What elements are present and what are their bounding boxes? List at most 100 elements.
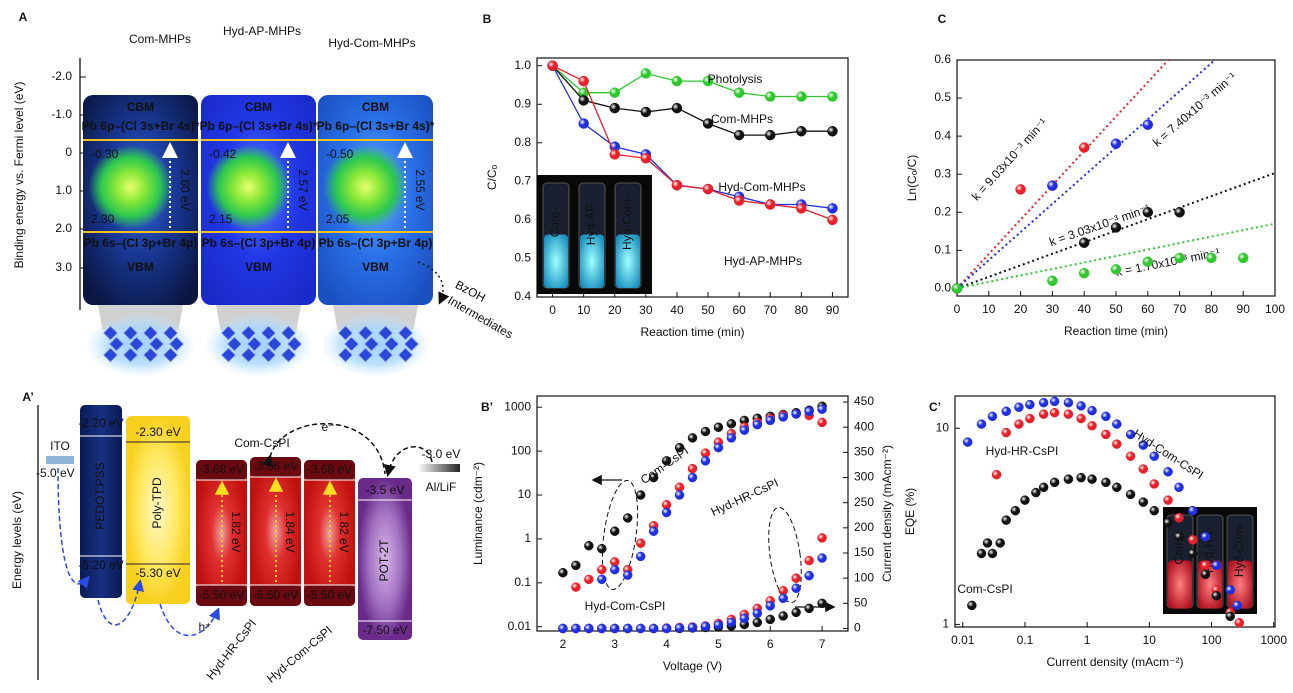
data-point xyxy=(1163,467,1173,477)
x-tick-label: 40 xyxy=(1078,302,1092,316)
data-point xyxy=(765,614,775,625)
data-point xyxy=(584,574,594,585)
data-point xyxy=(733,87,745,98)
data-point xyxy=(778,412,788,422)
panel-label: A xyxy=(19,10,28,24)
data-point xyxy=(726,617,737,628)
y-tick-label: -1.0 xyxy=(51,107,72,121)
data-point xyxy=(739,613,750,624)
layer-box xyxy=(304,460,355,606)
fit-label: k = 3.03x10⁻³ min⁻¹ xyxy=(1047,201,1152,249)
layer-band xyxy=(196,460,247,480)
data-point xyxy=(1101,429,1111,440)
y-tick-label: 0.8 xyxy=(514,135,531,149)
data-point xyxy=(1087,474,1097,484)
data-point xyxy=(687,463,698,474)
data-point xyxy=(661,456,672,466)
y-tick-label: 3.0 xyxy=(55,260,72,274)
x-tick-label: 30 xyxy=(639,303,653,317)
data-point xyxy=(687,472,698,483)
crystal-octahedron xyxy=(226,336,243,352)
crystal-octahedron xyxy=(240,347,257,363)
data-point xyxy=(1025,399,1035,410)
data-point xyxy=(610,623,620,634)
y-tick-label: 0.4 xyxy=(514,289,531,303)
x-tick-label: 50 xyxy=(1109,302,1123,316)
fit-line xyxy=(956,222,1276,290)
layer-name: Poly-TPD xyxy=(150,477,164,529)
x-tick-label: 2 xyxy=(560,637,567,651)
gap-value: 1.82 eV xyxy=(337,511,351,552)
x-axis-title: Voltage (V) xyxy=(663,659,722,673)
x-tick-label: 10 xyxy=(982,302,996,316)
data-point xyxy=(700,621,711,632)
data-point xyxy=(1188,535,1198,545)
data-point xyxy=(713,620,724,630)
data-point xyxy=(640,68,652,79)
level-label: -2.20 eV xyxy=(78,416,123,430)
data-point xyxy=(571,560,581,571)
crystal-octahedron xyxy=(403,336,420,352)
data-point xyxy=(635,490,646,500)
data-point xyxy=(995,538,1005,548)
panel-label: B xyxy=(483,12,492,26)
data-point xyxy=(1025,413,1035,424)
y-tick-label: 1.0 xyxy=(514,58,531,72)
data-point xyxy=(578,75,589,87)
x-tick-label: 40 xyxy=(670,303,684,317)
data-point xyxy=(817,598,827,609)
data-point xyxy=(1063,409,1074,419)
y-tick-label: 10 xyxy=(936,420,950,434)
data-point xyxy=(610,564,620,575)
x-tick-label: 70 xyxy=(764,303,778,317)
x-tick-label: 1000 xyxy=(1260,633,1287,647)
data-point xyxy=(778,611,788,621)
x-tick-label: 20 xyxy=(1014,302,1028,316)
emission-glow xyxy=(323,145,408,229)
y-tick-label: 1000 xyxy=(504,399,531,413)
data-point xyxy=(622,513,633,523)
data-point xyxy=(987,411,998,422)
crystal-octahedron xyxy=(337,347,354,363)
x-tick-label: 0 xyxy=(549,303,556,317)
data-point xyxy=(1125,429,1136,440)
crystal-octahedron xyxy=(383,336,400,352)
y-axis-title: C/Cₒ xyxy=(485,164,499,190)
panel-label: C’ xyxy=(929,400,941,414)
data-point xyxy=(1031,487,1041,498)
plot-frame xyxy=(954,395,1276,628)
data-point xyxy=(1049,396,1060,407)
data-point xyxy=(597,623,607,634)
layer-box xyxy=(358,478,412,640)
data-point xyxy=(597,543,607,554)
data-point xyxy=(827,214,838,226)
data-point xyxy=(1142,256,1154,267)
data-point xyxy=(752,419,763,430)
emitter-label: Com-CsPI xyxy=(234,436,289,450)
vial-glow xyxy=(616,234,640,289)
vb-value: 2.30 xyxy=(91,212,115,226)
data-point xyxy=(661,623,672,634)
data-point xyxy=(1234,617,1245,628)
series-label: Com-CsPI xyxy=(957,582,1012,596)
vial-glow xyxy=(1168,560,1192,609)
level-label: -3.0 eV xyxy=(422,447,461,461)
layer-band xyxy=(304,460,355,480)
data-point xyxy=(1149,479,1159,489)
cathode-bar xyxy=(418,464,460,472)
data-point xyxy=(1014,402,1024,412)
crystal-octahedron xyxy=(337,325,354,341)
data-point xyxy=(610,526,620,536)
crystal-octahedron xyxy=(220,325,237,341)
data-point xyxy=(1163,517,1173,528)
data-point xyxy=(1001,427,1011,438)
cb-orbital: Pb 6p–(Cl 3s+Br 4s)* xyxy=(317,119,435,133)
layer-name: ITO xyxy=(50,439,70,453)
x-tick-label: 90 xyxy=(826,303,840,317)
data-point xyxy=(1110,264,1122,275)
crystal-octahedron xyxy=(286,336,303,352)
data-point xyxy=(962,437,973,447)
data-point xyxy=(671,102,683,114)
data-point xyxy=(1038,409,1049,419)
data-point xyxy=(635,623,646,634)
